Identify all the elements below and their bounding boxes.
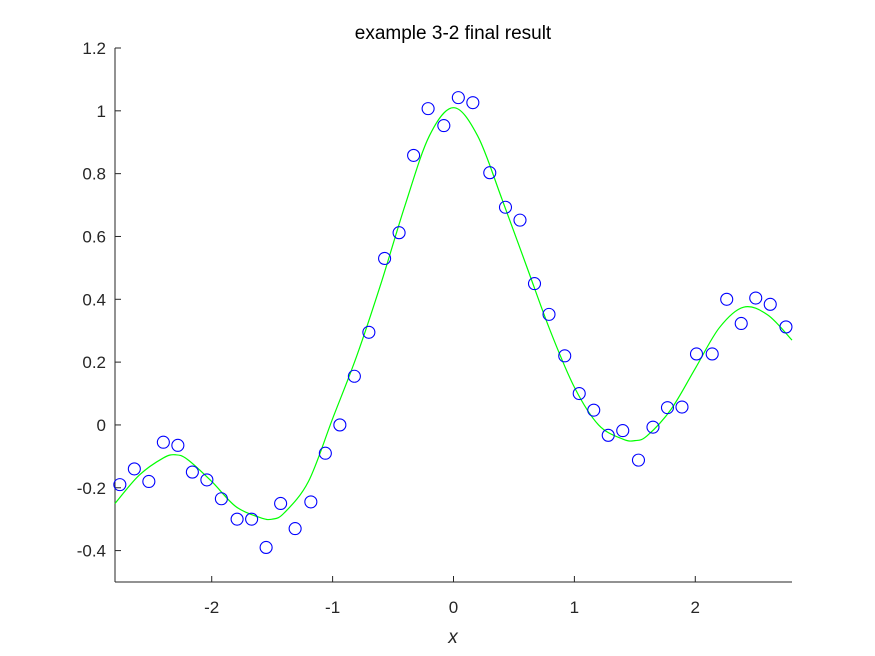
data-point-marker [572, 386, 586, 401]
y-tick-label: 1.2 [82, 39, 106, 58]
data-point-marker [378, 251, 392, 266]
plot-area: -2 -1 0 1 2 -0.4 -0.2 0 0.2 0.4 0.6 0.8 1 1.2 [77, 39, 793, 617]
data-point-marker [347, 369, 361, 383]
data-point-marker [646, 420, 660, 434]
data-point-marker [200, 473, 214, 487]
data-point-marker [451, 91, 465, 105]
x-tick-label: 2 [691, 598, 700, 617]
data-point-marker [483, 166, 497, 180]
data-point-marker [466, 96, 480, 110]
data-point-marker [362, 325, 376, 339]
data-point-marker [259, 540, 273, 554]
data-point-marker [527, 277, 542, 291]
y-tick-label: 1 [97, 102, 106, 121]
x-tick-label: -2 [204, 598, 219, 617]
x-axis-label: x [447, 627, 459, 648]
data-point-marker [705, 347, 719, 361]
data-point-marker [763, 297, 777, 311]
y-tick-label: -0.2 [77, 479, 106, 498]
x-tick-label: 1 [570, 598, 579, 617]
data-point-marker [421, 102, 435, 116]
y-tick-label: 0.6 [82, 227, 106, 246]
data-point-marker [779, 320, 793, 334]
data-point-marker [631, 453, 646, 467]
data-point-marker [214, 492, 228, 506]
data-point-marker [142, 474, 156, 489]
data-point-marker [127, 462, 141, 476]
data-point-marker [156, 435, 170, 449]
data-point-marker [558, 349, 572, 363]
data-point-marker [689, 347, 704, 361]
data-point-marker [513, 213, 527, 227]
chart-title: example 3-2 final result [355, 23, 552, 44]
data-point-marker [274, 496, 288, 511]
y-tick-label: 0.4 [82, 290, 106, 309]
data-point-marker [113, 478, 127, 492]
data-point-marker [498, 200, 513, 214]
data-point-marker [333, 418, 347, 432]
data-point-marker [734, 316, 748, 331]
y-tick-label: -0.4 [77, 542, 106, 561]
y-tick-label: 0.2 [82, 353, 106, 372]
data-point-marker [660, 401, 675, 415]
data-point-marker [392, 226, 406, 240]
data-point-marker [230, 512, 244, 526]
data-point-marker [185, 465, 199, 479]
data-point-marker [675, 400, 689, 414]
y-tick-label: 0.8 [82, 165, 106, 184]
fit-curve-line [114, 107, 793, 521]
data-point-marker [542, 307, 556, 321]
x-tick-label: 0 [449, 598, 458, 617]
data-point-marker [749, 291, 763, 305]
data-point-marker [437, 119, 451, 133]
data-point-marker [616, 424, 630, 438]
x-tick-label: -1 [325, 598, 340, 617]
data-point-marker [587, 403, 601, 417]
y-tick-label: 0 [97, 416, 106, 435]
data-point-marker [245, 512, 259, 526]
data-point-marker [171, 438, 185, 452]
data-point-marker [318, 446, 332, 460]
data-point-marker [304, 495, 318, 509]
data-point-marker [288, 522, 302, 536]
data-point-marker [720, 292, 734, 306]
data-point-marker [407, 148, 421, 162]
data-point-marker [601, 428, 615, 442]
